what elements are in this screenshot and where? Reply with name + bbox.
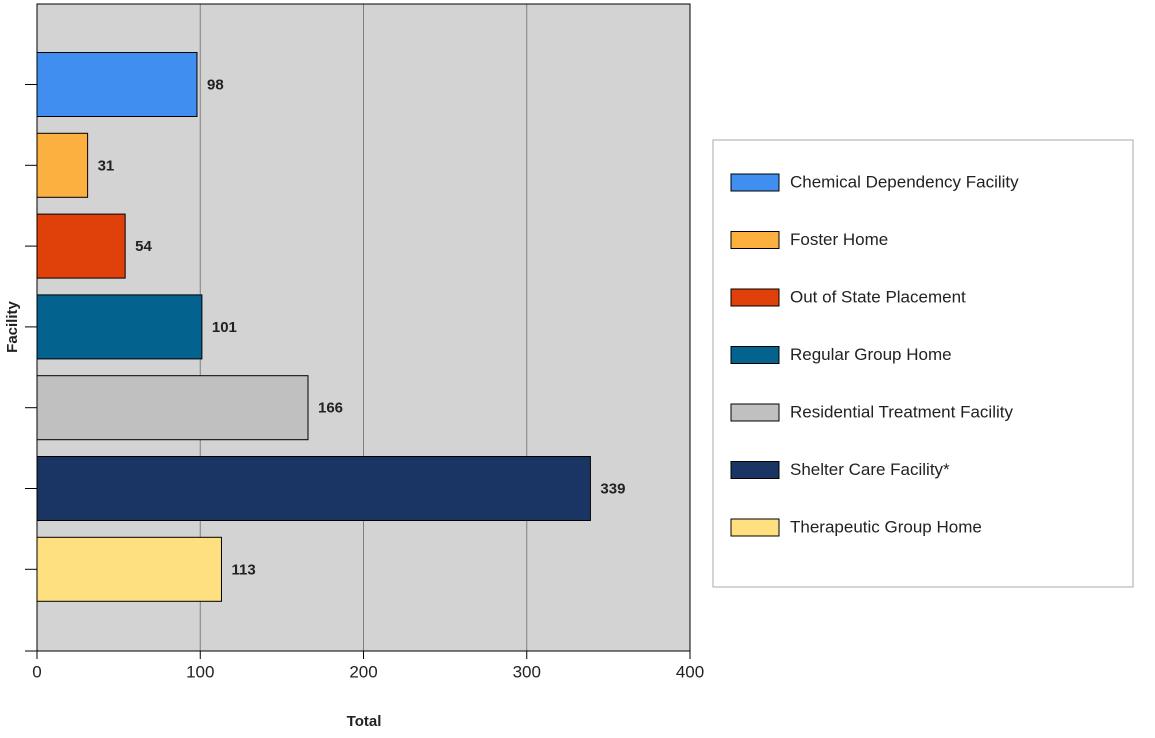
legend-swatch [730,288,780,307]
value-label: 166 [318,400,343,417]
value-label: 113 [231,561,255,578]
y-axis-label: Facility [4,300,21,352]
value-label: 98 [207,76,224,93]
legend-label: Chemical Dependency Facility [790,172,1019,191]
bar [36,132,89,198]
bar [36,456,591,521]
x-tick-label: 300 [513,662,541,681]
bar [36,52,198,117]
bar [36,375,309,441]
legend-label: Foster Home [790,230,888,249]
bar [36,294,203,360]
bar [36,213,126,279]
legend-label: Residential Treatment Facility [790,402,1013,421]
x-tick-label: 200 [349,662,377,681]
legend-swatch [730,231,780,249]
legend-swatch [730,403,780,422]
legend-swatch [730,518,780,537]
legend-label: Regular Group Home [790,345,952,364]
value-label: 54 [135,238,152,255]
legend [712,139,1134,588]
value-label: 31 [98,157,115,174]
x-tick-label: 0 [32,662,41,681]
x-tick-label: 400 [676,662,704,681]
value-label: 101 [212,319,237,336]
value-label: 339 [600,480,625,497]
legend-label: Out of State Placement [790,287,966,306]
x-axis-label: Total [347,713,382,730]
x-tick-label: 100 [186,662,214,681]
legend-swatch [730,173,780,192]
legend-label: Therapeutic Group Home [790,517,982,536]
legend-swatch [730,346,780,364]
legend-swatch [730,461,780,479]
legend-label: Shelter Care Facility* [790,460,950,479]
bar [36,536,222,602]
